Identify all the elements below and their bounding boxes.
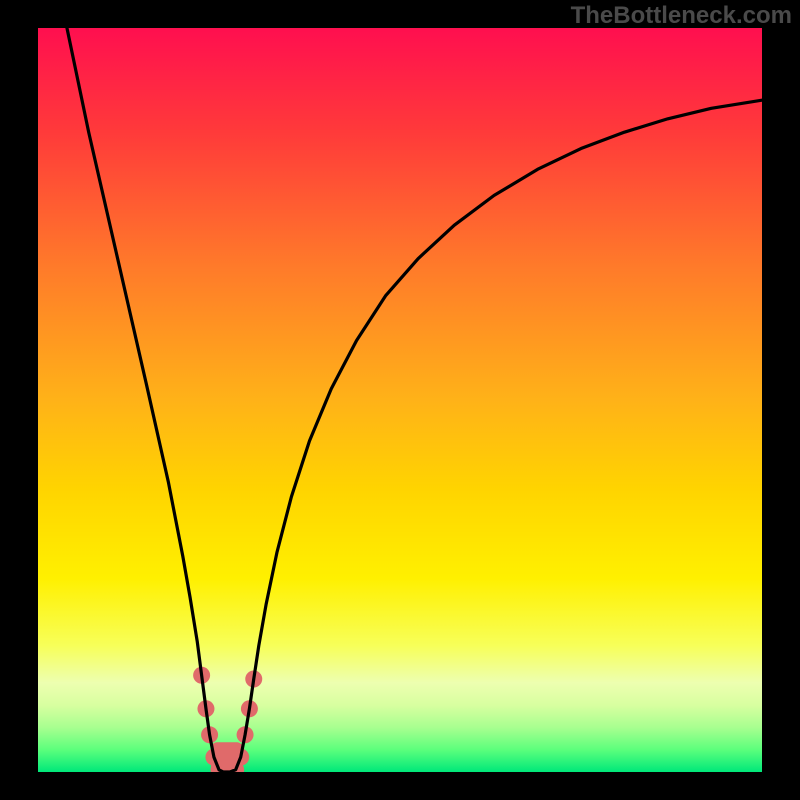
watermark-text: TheBottleneck.com: [571, 2, 792, 30]
curve-layer: [38, 28, 762, 772]
plot-area: [38, 28, 762, 772]
chart-container: { "canvas": { "width": 800, "height": 80…: [0, 0, 800, 800]
bottleneck-curve: [67, 28, 762, 772]
